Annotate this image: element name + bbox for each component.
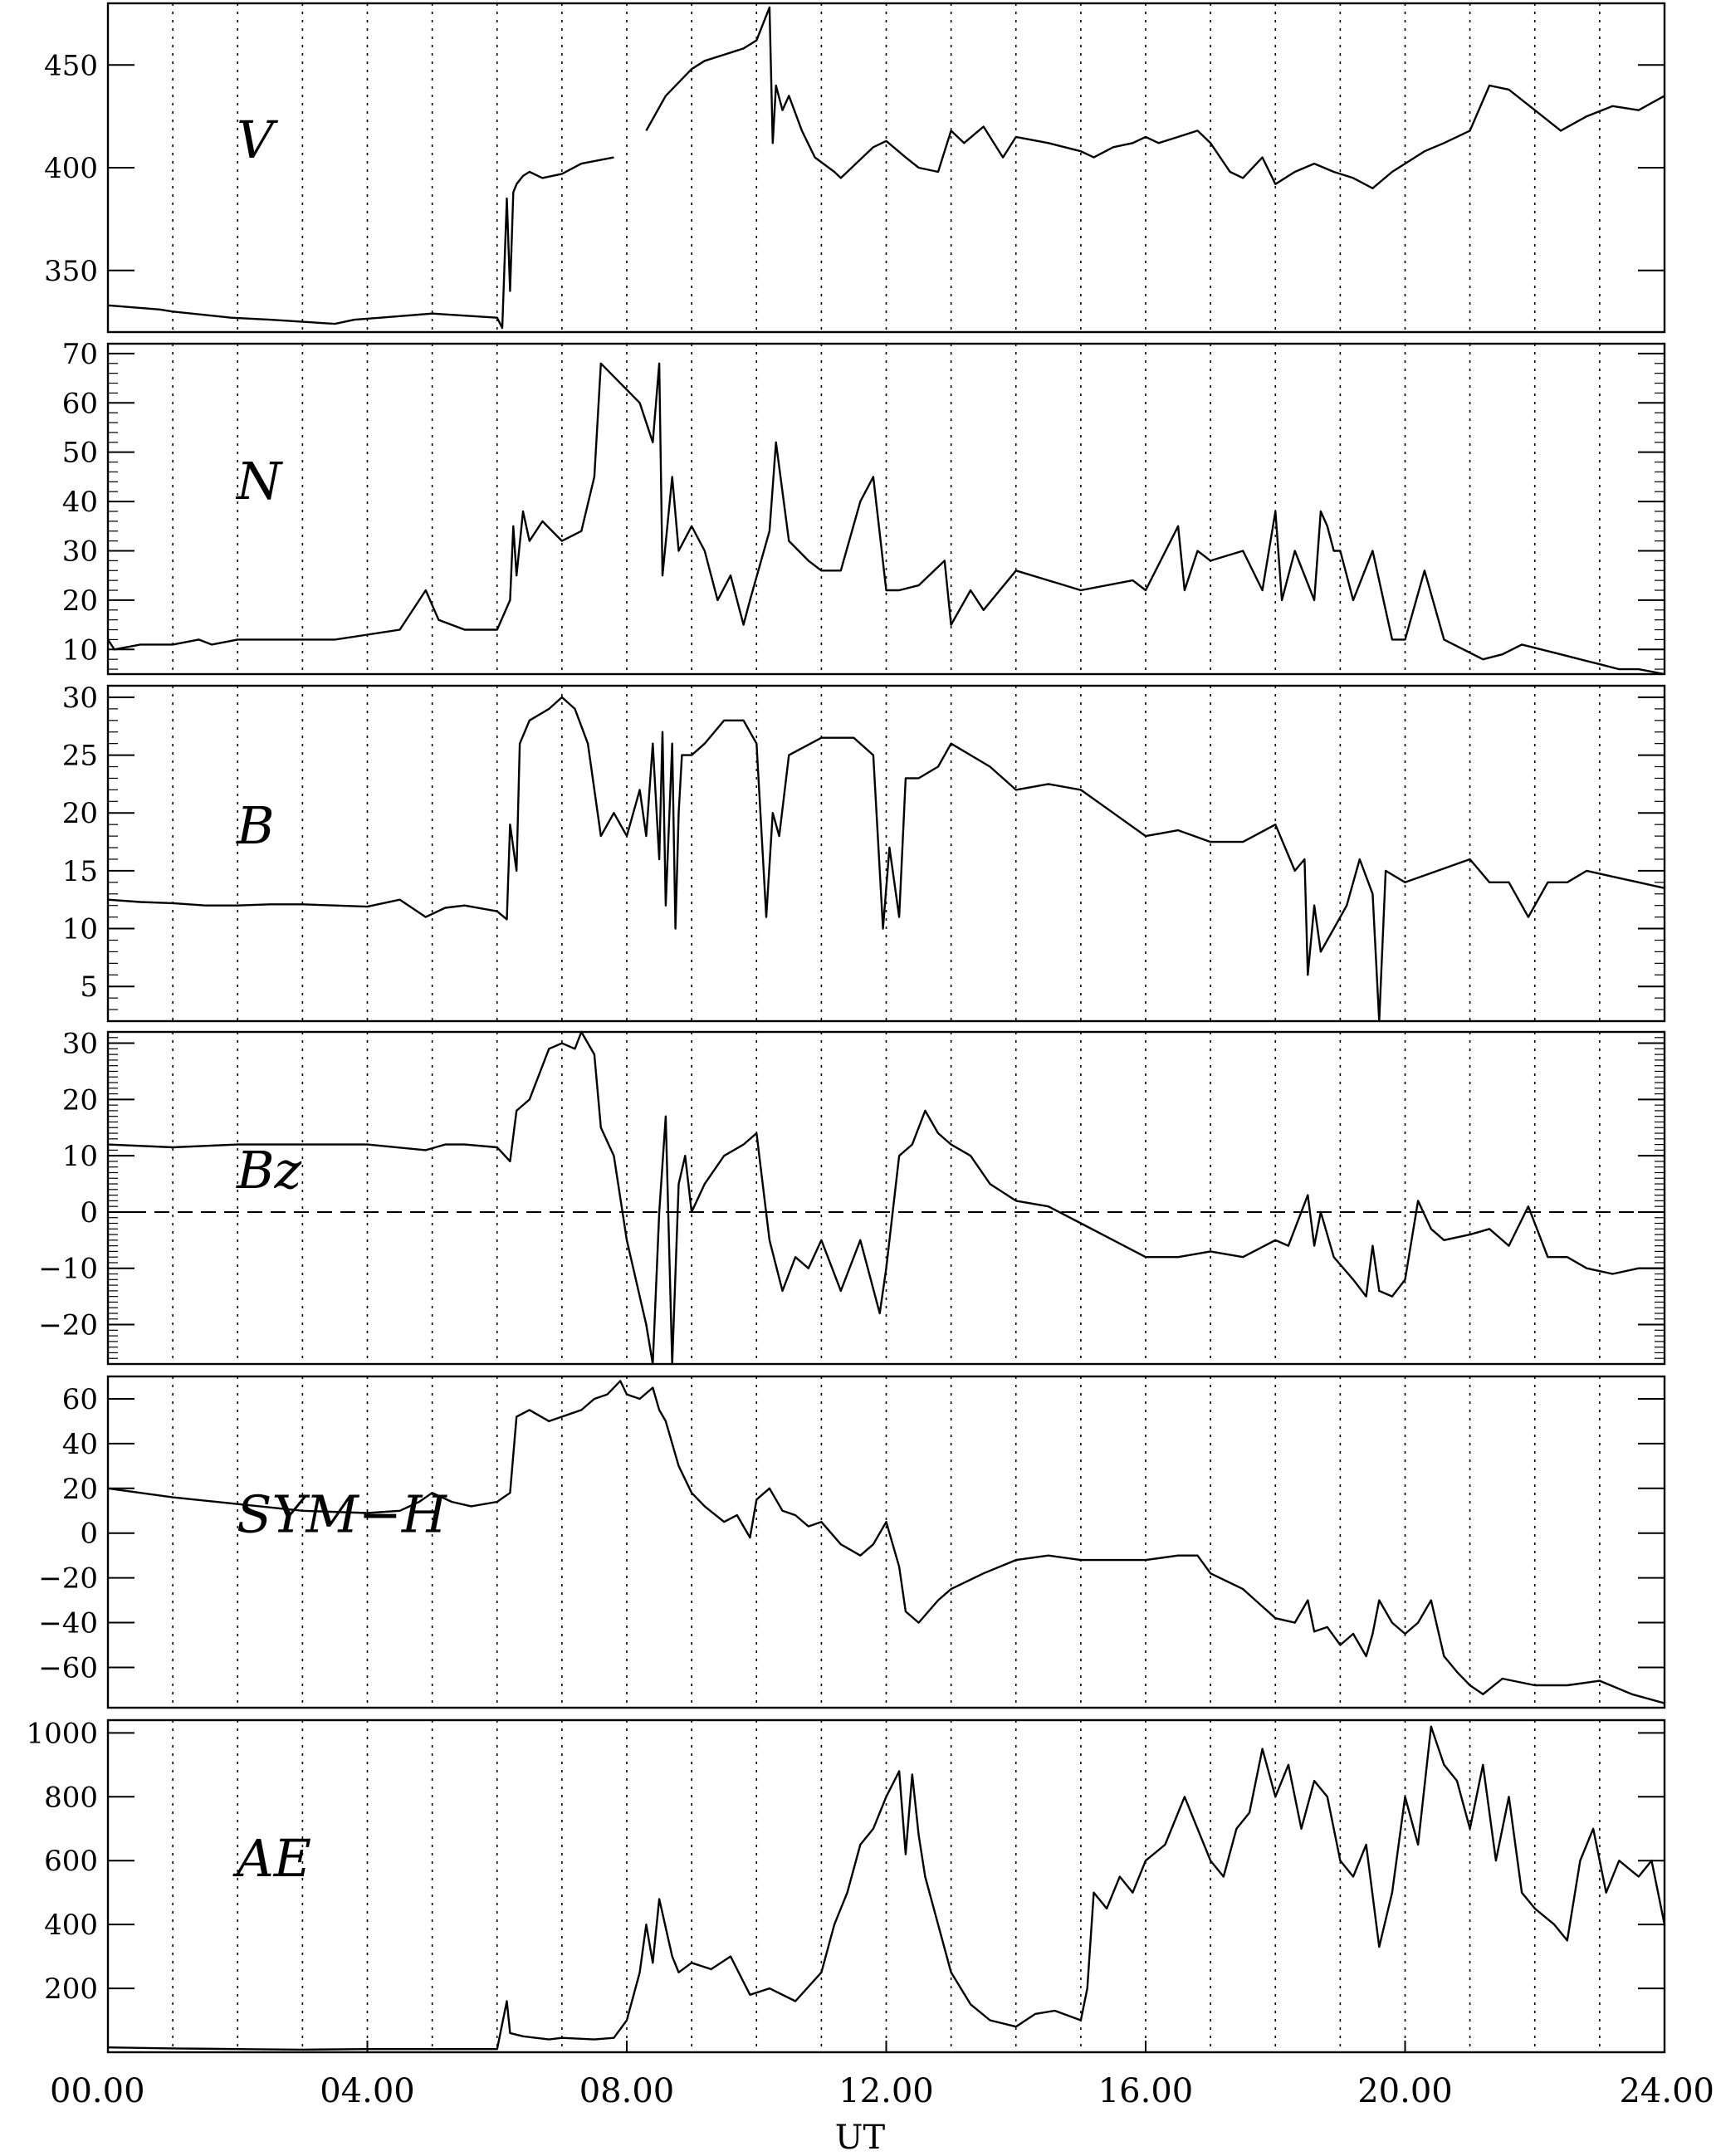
y-tick-label: 70 [62, 338, 98, 371]
panel-n: 10 20 30 40 50 60 70 N [62, 338, 1666, 676]
y-tick-label: 60 [62, 387, 98, 420]
y-tick-label: 60 [62, 1383, 98, 1416]
panel-frame [106, 1375, 1666, 1709]
y-tick-label: 25 [62, 740, 98, 773]
y-tick-label: −40 [38, 1607, 98, 1640]
panel-label-n: N [235, 451, 284, 511]
series-line-ae [107, 1725, 1666, 2051]
y-tick-label: 30 [62, 535, 98, 568]
panel-frame [106, 2, 1666, 334]
panel-frame [106, 684, 1666, 1023]
x-tick-label: 24.00 [1619, 2072, 1714, 2110]
y-tick-label: 40 [62, 1428, 98, 1461]
series-line-bz [107, 1030, 1665, 1366]
panels-layer: 350400450V10203040506070N51015202530B−20… [26, 2, 1666, 2054]
y-tick-label: 800 [44, 1781, 98, 1814]
y-tick-label: −10 [38, 1253, 98, 1286]
y-tick-label: −20 [38, 1309, 98, 1342]
panel-frame [106, 1030, 1666, 1366]
y-tick-label: 40 [62, 486, 98, 519]
y-tick-label: 0 [80, 1518, 98, 1551]
y-tick-label: 30 [62, 1028, 98, 1061]
y-tick-label: 5 [80, 970, 98, 1004]
y-tick-label: 30 [62, 682, 98, 715]
y-tick-label: 20 [62, 797, 98, 830]
x-tick-label: 12.00 [838, 2072, 934, 2110]
panel-label-b: B [236, 795, 275, 856]
panel-label-v: V [237, 110, 279, 170]
x-tick-label: 08.00 [579, 2072, 675, 2110]
panel-sym-h: −60 −40 −20 0 20 40 60 SYM−H [38, 1375, 1666, 1709]
y-tick-label: 0 [80, 1196, 98, 1230]
series-line-v [107, 156, 614, 330]
panel-v: 350 400 450 V [44, 2, 1666, 334]
y-tick-label: 20 [62, 1473, 98, 1506]
y-tick-label: 10 [62, 633, 98, 667]
x-tick-label: 04.00 [320, 2072, 415, 2110]
y-tick-label: 20 [62, 584, 98, 618]
y-tick-label: 600 [44, 1845, 98, 1878]
series-line-sym-h [107, 1380, 1665, 1704]
x-tick-label: 20.00 [1357, 2072, 1453, 2110]
y-tick-label: 200 [44, 1973, 98, 2006]
panel-label-bz: Bz [236, 1140, 302, 1200]
panel-bz: −20 −10 0 10 20 30 Bz [38, 1028, 1666, 1366]
y-tick-label: 20 [62, 1083, 98, 1117]
x-tick-label: 00.00 [50, 2072, 145, 2110]
y-tick-label: 10 [62, 913, 98, 946]
panel-label-ae: AE [232, 1828, 311, 1889]
x-axis: UT 00.00 04.00 08.00 12.00 16.00 20.00 24.00 [50, 2041, 1714, 2156]
y-tick-label: 10 [62, 1140, 98, 1173]
series-line-n [106, 362, 1665, 676]
y-tick-label: 1000 [26, 1717, 98, 1750]
y-tick-label: 400 [44, 1909, 98, 1942]
x-axis-title: UT [835, 2119, 886, 2156]
y-tick-label: 50 [62, 437, 98, 470]
x-tick-label: 16.00 [1098, 2072, 1194, 2110]
series-line-b [107, 696, 1665, 1023]
series-line-v [645, 6, 1665, 190]
panel-b: 5 10 15 20 25 30 B [62, 682, 1666, 1023]
y-tick-label: 15 [62, 855, 98, 888]
y-tick-label: −60 [38, 1651, 98, 1684]
y-tick-label: 450 [44, 49, 98, 82]
panel-frame [106, 342, 1666, 676]
panel-label-sym-h: SYM−H [237, 1484, 448, 1545]
y-tick-label: 350 [44, 255, 98, 288]
y-tick-label: 400 [44, 152, 98, 185]
y-tick-label: −20 [38, 1562, 98, 1596]
